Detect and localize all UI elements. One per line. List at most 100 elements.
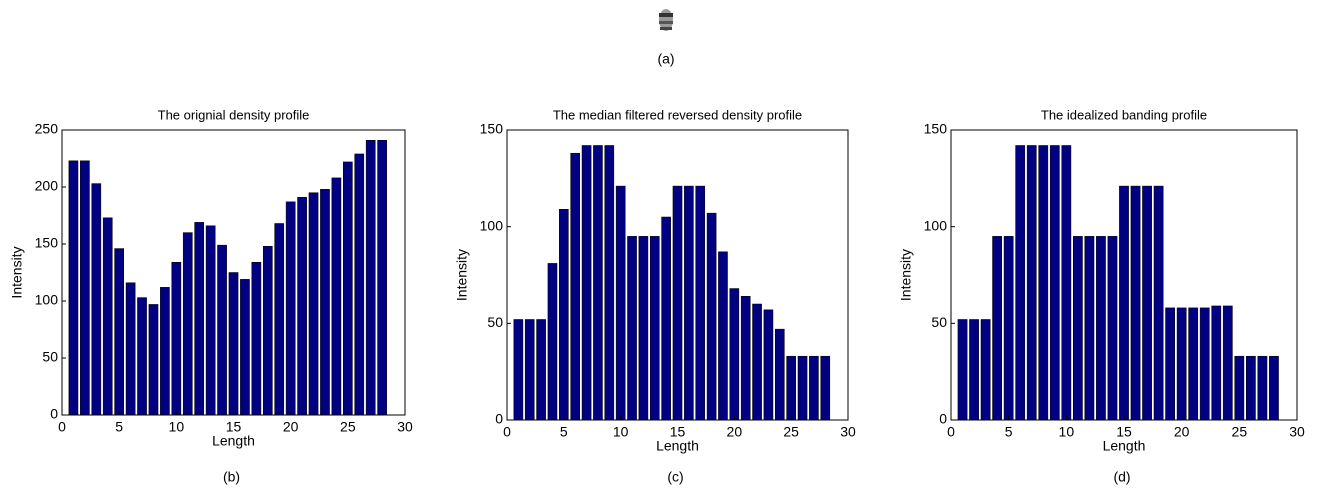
bar xyxy=(252,262,261,415)
bar xyxy=(1246,356,1255,420)
x-tick-label: 30 xyxy=(397,419,413,435)
bar xyxy=(378,140,387,415)
bar xyxy=(1085,236,1094,420)
bar xyxy=(1062,145,1071,420)
y-tick-label: 50 xyxy=(487,314,503,330)
bar xyxy=(684,186,693,420)
x-tick-label: 20 xyxy=(1174,424,1190,440)
bar xyxy=(69,161,78,415)
y-tick-label: 100 xyxy=(35,292,59,308)
y-tick-label: 250 xyxy=(35,121,59,137)
bar xyxy=(195,222,204,415)
caption: (d) xyxy=(1113,469,1130,485)
x-tick-label: 30 xyxy=(1289,424,1305,440)
bar xyxy=(1096,236,1105,420)
bar xyxy=(958,319,967,420)
chromosome-image xyxy=(659,9,673,31)
y-tick-label: 0 xyxy=(50,406,58,422)
bar xyxy=(240,279,249,415)
bar xyxy=(343,162,352,415)
bar xyxy=(718,252,727,420)
bar xyxy=(639,236,648,420)
y-axis-label: Intensity xyxy=(9,246,25,298)
bar xyxy=(525,319,534,420)
y-tick-label: 150 xyxy=(480,121,504,137)
x-tick-label: 0 xyxy=(503,424,511,440)
bar xyxy=(1223,306,1232,420)
bar xyxy=(309,193,318,415)
x-tick-label: 10 xyxy=(613,424,629,440)
x-tick-label: 10 xyxy=(169,419,185,435)
x-tick-label: 5 xyxy=(560,424,568,440)
bar xyxy=(229,273,238,416)
bar xyxy=(1004,236,1013,420)
x-tick-label: 0 xyxy=(58,419,66,435)
bar xyxy=(981,319,990,420)
x-tick-label: 25 xyxy=(783,424,799,440)
x-axis-label: Length xyxy=(1103,438,1146,454)
bar xyxy=(172,262,181,415)
bar xyxy=(650,236,659,420)
bar xyxy=(355,154,364,415)
bar xyxy=(366,140,375,415)
x-tick-label: 30 xyxy=(840,424,856,440)
x-tick-label: 5 xyxy=(1005,424,1013,440)
bar xyxy=(160,287,169,415)
figure: (a) 051015202530050100150200250The orign… xyxy=(0,0,1332,491)
bar xyxy=(1073,236,1082,420)
bar xyxy=(286,202,295,415)
bar xyxy=(696,186,705,420)
bar xyxy=(616,186,625,420)
bar xyxy=(206,226,215,415)
bar xyxy=(137,298,146,415)
y-tick-label: 50 xyxy=(931,314,947,330)
bar xyxy=(1131,186,1140,420)
y-tick-label: 0 xyxy=(495,411,503,427)
bar xyxy=(320,189,329,415)
bar xyxy=(753,304,762,420)
bar xyxy=(514,319,523,420)
caption: (c) xyxy=(667,469,683,485)
bar xyxy=(332,178,341,415)
x-axis-label: Length xyxy=(656,438,699,454)
bar xyxy=(275,223,284,415)
bar xyxy=(673,186,682,420)
bar xyxy=(1016,145,1025,420)
y-tick-label: 100 xyxy=(924,217,948,233)
x-tick-label: 10 xyxy=(1059,424,1075,440)
bar xyxy=(92,184,101,415)
x-axis-label: Length xyxy=(212,433,255,449)
y-tick-label: 50 xyxy=(42,349,58,365)
bar xyxy=(627,236,636,420)
bar xyxy=(263,246,272,415)
y-axis-label: Intensity xyxy=(898,249,914,301)
x-tick-label: 25 xyxy=(1232,424,1248,440)
bar xyxy=(571,153,580,420)
bar xyxy=(1119,186,1128,420)
y-tick-label: 100 xyxy=(480,217,504,233)
bar xyxy=(821,356,830,420)
y-tick-label: 150 xyxy=(35,235,59,251)
bar xyxy=(1050,145,1059,420)
bar xyxy=(1269,356,1278,420)
y-axis-label: Intensity xyxy=(454,249,470,301)
bar xyxy=(1039,145,1048,420)
bar xyxy=(787,356,796,420)
bar xyxy=(662,217,671,420)
x-tick-label: 20 xyxy=(283,419,299,435)
x-tick-label: 25 xyxy=(340,419,356,435)
bar xyxy=(582,145,591,420)
bar xyxy=(1027,145,1036,420)
bar xyxy=(1200,308,1209,420)
bar xyxy=(605,145,614,420)
chart-title: The orignial density profile xyxy=(158,107,310,122)
y-tick-label: 0 xyxy=(939,411,947,427)
bar xyxy=(707,213,716,420)
bar xyxy=(537,319,546,420)
caption: (a) xyxy=(657,51,674,67)
bar xyxy=(126,283,135,415)
y-tick-label: 200 xyxy=(35,178,59,194)
bar xyxy=(798,356,807,420)
bar xyxy=(993,236,1002,420)
caption: (b) xyxy=(223,469,240,485)
